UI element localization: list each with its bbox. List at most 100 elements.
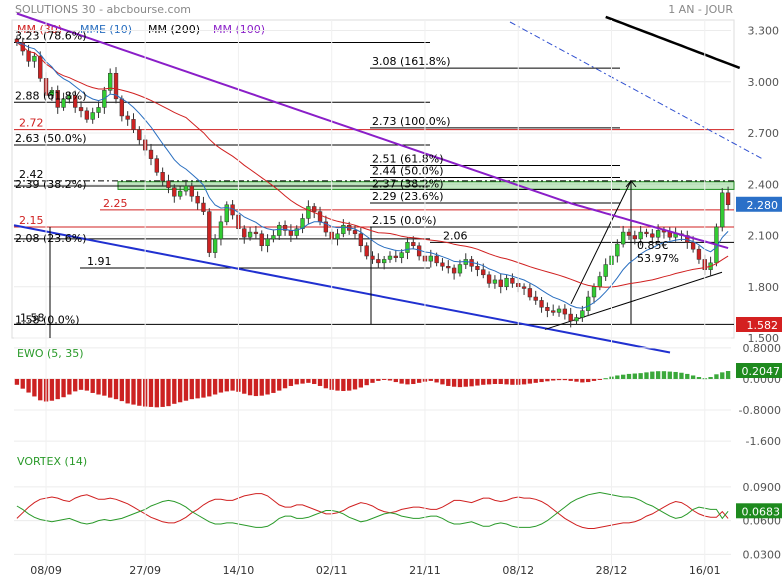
ewo-bar <box>387 378 393 381</box>
ewo-bar <box>352 378 358 390</box>
x-tick-label: 14/10 <box>223 564 255 577</box>
legend-mme10: MME (10) <box>80 23 132 36</box>
candle <box>562 308 568 315</box>
ewo-bar <box>405 378 410 385</box>
vortex-ytick-label: 0.0300 <box>743 548 782 561</box>
price-ytick-label: 2.400 <box>748 178 780 191</box>
ewo-bar <box>67 378 72 395</box>
ewo-bar <box>288 378 294 386</box>
candle <box>242 228 247 238</box>
candle <box>323 221 329 233</box>
x-tick-label: 08/09 <box>30 564 62 577</box>
candle <box>335 233 340 240</box>
ewo-bar <box>416 378 422 383</box>
ewo-bar <box>160 378 165 407</box>
ewo-bar <box>411 378 416 385</box>
ewo-bar <box>597 378 603 380</box>
level-label: 1.58 (0.0%) <box>15 313 80 326</box>
candle <box>527 288 533 298</box>
ewo-bar <box>148 378 154 407</box>
ewo-bar <box>720 372 725 379</box>
ewo-bar <box>580 378 585 383</box>
trendline-down <box>13 224 671 354</box>
ewo-last-label: 0.2047 <box>742 365 781 378</box>
candle <box>317 211 323 223</box>
ewo-bar <box>446 378 451 386</box>
candle <box>265 238 270 247</box>
ewo-bar <box>347 378 352 391</box>
candle <box>632 235 637 240</box>
ewo-bar <box>556 378 562 381</box>
candle <box>393 255 398 258</box>
ewo-bar <box>78 378 84 390</box>
vortex-minus-line <box>16 493 729 529</box>
ewo-bar <box>14 378 20 385</box>
ewo-bar <box>428 378 433 381</box>
ewo-bar <box>521 378 527 385</box>
candle <box>655 230 661 238</box>
level-label: 2.88 (61.8%) <box>15 89 87 102</box>
ewo-ytick-label: -1.600 <box>746 435 781 448</box>
candle <box>457 264 463 274</box>
candle <box>399 252 404 258</box>
ewo-bar <box>381 378 387 380</box>
ewo-bar <box>259 378 264 396</box>
ewo-bar <box>90 378 95 393</box>
candle <box>370 255 375 260</box>
candle <box>195 195 200 204</box>
candle <box>405 242 410 253</box>
vortex-ytick-label: 0.0900 <box>743 481 782 494</box>
candle <box>725 192 731 206</box>
candle <box>32 55 37 62</box>
ewo-bar <box>119 378 125 402</box>
ewo-bar <box>626 373 632 379</box>
candle <box>90 112 95 120</box>
candle <box>551 310 556 313</box>
vortex-last-label: 0.0683 <box>742 505 781 518</box>
ewo-bar <box>55 378 60 400</box>
ewo-bar <box>364 378 369 386</box>
level-label: 2.39 (38.2%) <box>15 178 87 191</box>
level-label: 2.15 <box>19 214 44 227</box>
level-label: 2.72 <box>19 117 44 130</box>
candle <box>312 206 317 212</box>
vortex-plus-line <box>16 491 729 528</box>
ewo-bar <box>545 378 550 382</box>
chart-title: SOLUTIONS 30 - abcbourse.com <box>15 3 191 16</box>
candle <box>381 259 387 264</box>
ewo-bar <box>562 378 568 381</box>
candle <box>556 308 562 313</box>
candle <box>603 264 608 277</box>
ewo-bar <box>282 378 288 389</box>
ma200-line <box>605 15 741 70</box>
candle <box>481 269 486 276</box>
ewo-bar <box>271 378 276 393</box>
price-ytick-label: 2.700 <box>748 127 780 140</box>
price-ytick-label: 2.100 <box>748 230 780 243</box>
ewo-bar <box>73 378 78 392</box>
candle <box>148 149 154 159</box>
ewo-bar <box>673 371 678 379</box>
ewo-bar <box>49 378 55 401</box>
candle <box>271 235 276 240</box>
ewo-bar <box>370 378 375 383</box>
ewo-bar <box>714 374 719 379</box>
ewo-bar <box>620 374 626 379</box>
ewo-bar <box>177 378 183 403</box>
ewo-bar <box>533 378 538 383</box>
candle <box>73 95 78 108</box>
candle <box>160 172 165 182</box>
level-label: 2.25 <box>103 197 128 210</box>
level-label: 3.08 (161.8%) <box>372 55 451 68</box>
candle <box>638 231 643 240</box>
level-label: 2.37 (38.2%) <box>372 177 444 190</box>
candle <box>341 225 346 235</box>
candle <box>358 233 364 247</box>
candle <box>352 230 358 235</box>
candle <box>55 90 60 108</box>
candle <box>446 266 451 269</box>
ewo-bar <box>84 378 90 391</box>
ewo-bar <box>172 378 177 404</box>
candle <box>166 180 171 188</box>
